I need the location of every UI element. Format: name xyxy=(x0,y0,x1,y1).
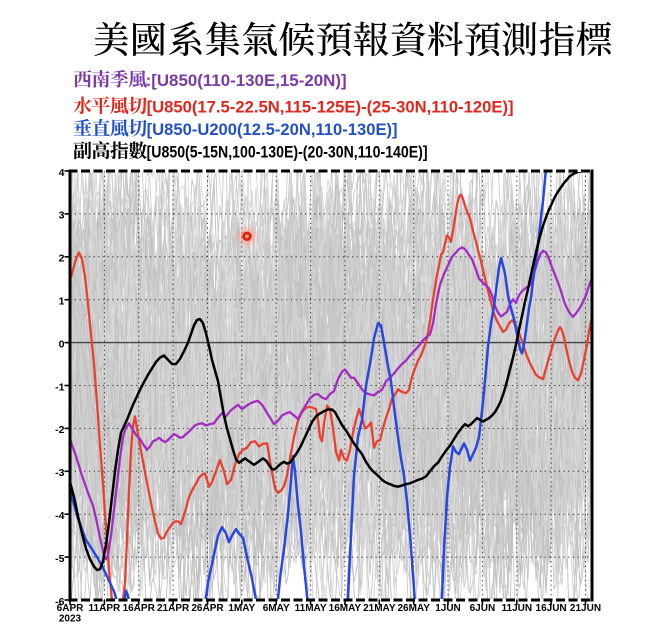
svg-text:0: 0 xyxy=(59,338,65,350)
svg-text:6JUN: 6JUN xyxy=(470,603,496,614)
svg-text::[U850(110-130E,15-20N)]: :[U850(110-130E,15-20N)] xyxy=(146,72,347,90)
svg-text:[U850(5-15N,100-130E)-(20-30N,: [U850(5-15N,100-130E)-(20-30N,110-140E)] xyxy=(147,144,428,162)
svg-text:2: 2 xyxy=(59,253,65,265)
svg-text:2023: 2023 xyxy=(59,614,82,625)
svg-text:4: 4 xyxy=(59,167,65,179)
svg-text:6MAY: 6MAY xyxy=(263,603,290,614)
svg-text:1: 1 xyxy=(59,296,65,308)
svg-text:11JUN: 11JUN xyxy=(502,603,533,614)
svg-text:[U850-U200(12.5-20N,110-130E)]: [U850-U200(12.5-20N,110-130E)] xyxy=(147,121,398,139)
svg-text:16JUN: 16JUN xyxy=(536,603,567,614)
svg-text:21APR: 21APR xyxy=(157,603,190,614)
svg-text:21MAY: 21MAY xyxy=(363,603,396,614)
svg-text:1JUN: 1JUN xyxy=(435,603,461,614)
svg-text:-5: -5 xyxy=(55,553,64,565)
svg-text:21JUN: 21JUN xyxy=(570,603,601,614)
svg-text:-2: -2 xyxy=(55,424,64,436)
svg-text:-6: -6 xyxy=(55,596,64,608)
svg-text:1MAY: 1MAY xyxy=(228,603,255,614)
svg-text:-3: -3 xyxy=(55,467,64,479)
svg-text:11APR: 11APR xyxy=(89,603,121,614)
svg-text:26MAY: 26MAY xyxy=(397,603,430,614)
svg-text:-1: -1 xyxy=(55,381,64,393)
svg-text:16MAY: 16MAY xyxy=(329,603,362,614)
svg-text:[U850(17.5-22.5N,115-125E)-(25: [U850(17.5-22.5N,115-125E)-(25-30N,110-1… xyxy=(147,99,514,117)
svg-text:26APR: 26APR xyxy=(191,603,224,614)
svg-text:11MAY: 11MAY xyxy=(295,603,327,614)
svg-text:6APR: 6APR xyxy=(57,603,84,614)
svg-text:16APR: 16APR xyxy=(123,603,156,614)
svg-text:-4: -4 xyxy=(55,510,64,522)
svg-text:3: 3 xyxy=(59,210,65,222)
